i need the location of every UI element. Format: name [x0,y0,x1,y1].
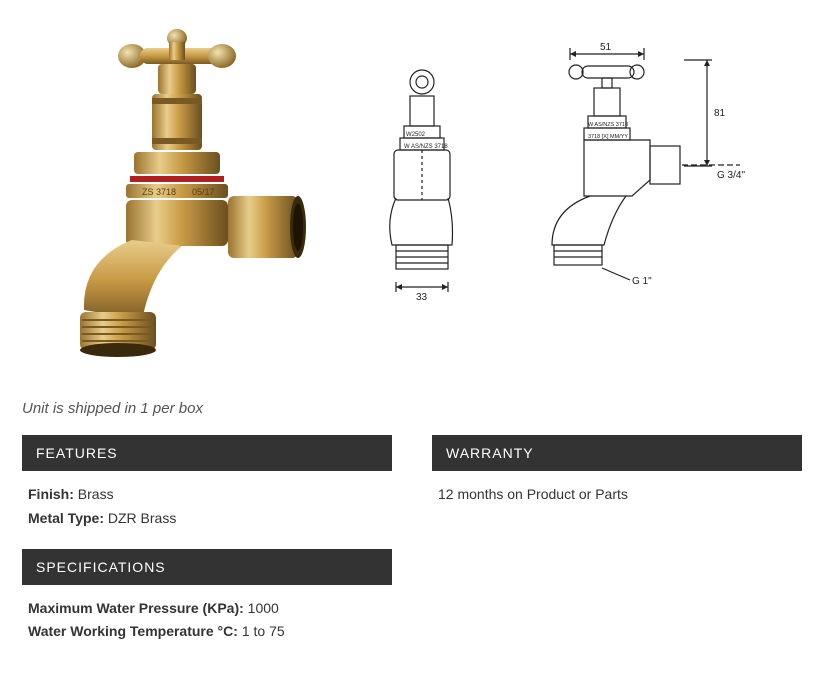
thread-g34: G 3/4" [717,170,745,181]
feature-row: Finish: Brass [28,483,386,507]
spec-label: Water Working Temperature °C: [28,623,238,639]
technical-drawing: W2502 W AS/NZS 3718 [362,40,762,320]
feature-label: Finish: [28,486,74,502]
svg-text:W AS/NZS 3718: W AS/NZS 3718 [588,122,628,128]
right-column: WARRANTY 12 months on Product or Parts [432,435,802,662]
specs-header: SPECIFICATIONS [22,549,392,585]
info-columns: FEATURES Finish: Brass Metal Type: DZR B… [22,435,802,662]
spec-value: 1000 [248,600,279,616]
feature-label: Metal Type: [28,510,104,526]
warranty-header: WARRANTY [432,435,802,471]
specs-body: Maximum Water Pressure (KPa): 1000 Water… [22,597,392,663]
spec-row: Maximum Water Pressure (KPa): 1000 [28,597,386,621]
warranty-body: 12 months on Product or Parts [432,483,802,525]
features-body: Finish: Brass Metal Type: DZR Brass [22,483,392,549]
spec-value: 1 to 75 [242,623,285,639]
stamp-left: ZS 3718 [142,187,176,197]
svg-text:W AS/NZS 3718: W AS/NZS 3718 [404,144,448,150]
dim-81: 81 [714,108,726,119]
svg-text:W2502: W2502 [406,132,426,138]
features-header: FEATURES [22,435,392,471]
dim-33: 33 [416,292,428,303]
shipping-note: Unit is shipped in 1 per box [22,400,802,417]
feature-value: DZR Brass [108,510,176,526]
images-row: ZS 3718 05/17 [22,20,802,360]
product-photo: ZS 3718 05/17 [22,20,322,360]
feature-row: Metal Type: DZR Brass [28,507,386,531]
svg-text:3718 [X] MM/YY: 3718 [X] MM/YY [588,134,628,140]
feature-value: Brass [78,486,114,502]
dim-51: 51 [600,42,612,53]
spec-row: Water Working Temperature °C: 1 to 75 [28,620,386,644]
thread-g1: G 1" [632,276,652,287]
left-column: FEATURES Finish: Brass Metal Type: DZR B… [22,435,392,662]
spec-label: Maximum Water Pressure (KPa): [28,600,244,616]
stamp-right: 05/17 [192,187,215,197]
warranty-text: 12 months on Product or Parts [438,486,628,502]
